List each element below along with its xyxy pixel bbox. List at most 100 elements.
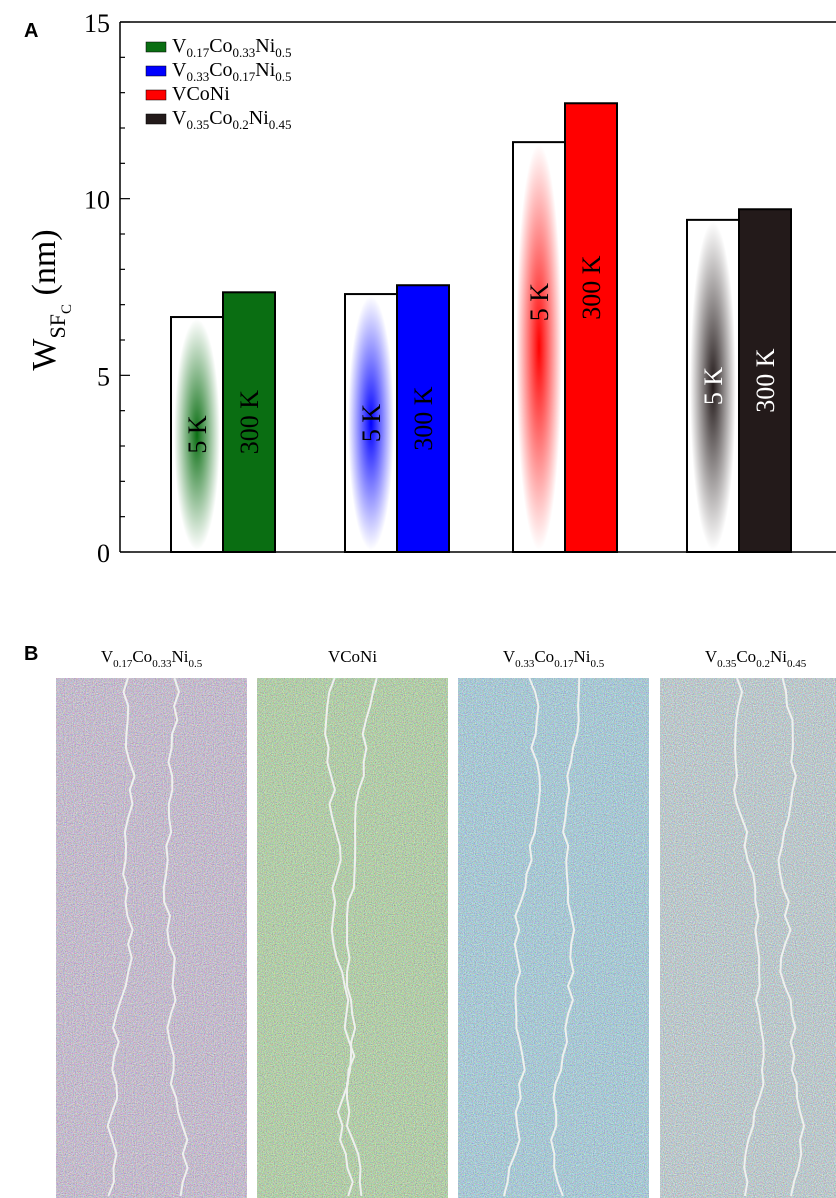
formula-part: Ni <box>249 107 269 129</box>
y-tick-label: 5 <box>97 362 110 391</box>
formula-part: V <box>172 107 187 129</box>
bar-5k-glow-v0-33co0-17ni0-5 <box>348 296 394 550</box>
map-title: V0.17Co0.33Ni0.5 <box>101 647 203 670</box>
formula-part: 0.33 <box>152 658 172 670</box>
bar-5k-glow-v0-35co0-2ni0-45 <box>690 221 736 551</box>
formula-part: 0.17 <box>554 658 574 670</box>
map-panel: V0.33Co0.17Ni0.5 <box>458 647 649 1198</box>
map-panel: VCoNi <box>257 647 448 1198</box>
y-axis-label: WSFC (nm) <box>26 229 75 370</box>
bar-label-5k: 5 K <box>525 283 554 322</box>
bar-5k-glow-v0-17co0-33ni0-5 <box>174 319 220 550</box>
formula-part: 0.5 <box>590 658 604 670</box>
partial-dislocation-left <box>733 677 765 1197</box>
y-tick-label: 10 <box>84 186 110 215</box>
y-label-main: W <box>26 338 63 371</box>
formula-part: V <box>172 59 187 81</box>
legend-label-v0-35co0-2ni0-45: V0.35Co0.2Ni0.45 <box>172 107 292 132</box>
atomic-map-green <box>257 678 448 1198</box>
panel-a-letter: A <box>24 20 38 42</box>
formula-part: VCoNi <box>172 83 230 105</box>
formula-part: 0.35 <box>186 117 209 132</box>
formula-part: V <box>503 647 516 666</box>
formula-part: 0.35 <box>717 658 737 670</box>
y-label-sub2: C <box>59 304 75 314</box>
bar-300k-v0-35co0-2ni0-45 <box>738 208 792 553</box>
formula-part: Co <box>736 647 756 666</box>
legend-label-vconi: VCoNi <box>172 83 230 105</box>
y-tick-label: 0 <box>97 539 110 568</box>
map-title: V0.35Co0.2Ni0.45 <box>705 647 807 670</box>
atomic-map-mixed <box>660 678 836 1198</box>
bar-label-300k: 300 K <box>751 348 780 413</box>
legend-label-v0-33co0-17ni0-5: V0.33Co0.17Ni0.5 <box>172 59 292 84</box>
formula-part: 0.5 <box>275 45 291 60</box>
formula-part: Ni <box>171 647 188 666</box>
y-axis-ticks: 0 5 10 15 <box>84 9 130 568</box>
y-label-sub1: SF <box>45 314 70 338</box>
formula-part: Co <box>534 647 554 666</box>
bar-label-300k: 300 K <box>409 386 438 451</box>
bar-label-5k: 5 K <box>699 367 728 406</box>
formula-part: 0.5 <box>275 69 291 84</box>
formula-part: V <box>172 35 187 57</box>
legend-label-v0-17co0-33ni0-5: V0.17Co0.33Ni0.5 <box>172 35 292 60</box>
bar-label-5k: 5 K <box>183 415 212 454</box>
legend-swatch-v0-33co0-17ni0-5 <box>145 65 167 77</box>
formula-part: 0.33 <box>186 69 209 84</box>
svg-text:WSFC (nm): WSFC (nm) <box>26 229 75 370</box>
bar-5k-glow-vconi <box>516 144 562 550</box>
panel-b-letter: B <box>24 643 38 665</box>
map-panel: V0.35Co0.2Ni0.45 <box>660 647 836 1198</box>
map-panel: V0.17Co0.33Ni0.5 <box>56 647 247 1198</box>
bar-label-300k: 300 K <box>235 390 264 455</box>
bar-300k-v0-17co0-33ni0-5 <box>222 291 276 553</box>
bar-label-5k: 5 K <box>357 404 386 443</box>
y-tick-label: 15 <box>84 9 110 38</box>
formula-part: 0.2 <box>233 117 249 132</box>
formula-part: Co <box>209 107 232 129</box>
partial-dislocation-right <box>777 677 806 1197</box>
dislocation-maps: V0.17Co0.33Ni0.5 VCoNi V0.33Co0.17Ni0.5 V0.… <box>56 647 836 1198</box>
legend-swatch-v0-17co0-33ni0-5 <box>145 41 167 53</box>
partial-dislocation-left <box>106 677 136 1197</box>
atomic-map-blue <box>458 678 649 1198</box>
formula-part: 0.17 <box>233 69 256 84</box>
legend-swatch-vconi <box>145 89 167 101</box>
y-label-unit: (nm) <box>26 229 63 304</box>
formula-part: V <box>705 647 718 666</box>
formula-part: Ni <box>573 647 590 666</box>
formula-part: 0.33 <box>233 45 256 60</box>
partial-dislocation-left <box>503 677 542 1197</box>
bars: 5 K 300 K 5 K 300 K 5 K 300 K 5 K 300 K <box>170 102 792 554</box>
partial-dislocation-right <box>550 677 581 1197</box>
formula-part: 0.5 <box>188 658 202 670</box>
atomic-map-purple <box>56 678 247 1198</box>
bar-300k-v0-33co0-17ni0-5 <box>396 284 450 553</box>
formula-part: 0.17 <box>113 658 133 670</box>
bar-label-300k: 300 K <box>577 255 606 320</box>
formula-part: Ni <box>255 35 275 57</box>
legend: V0.17Co0.33Ni0.5V0.33Co0.17Ni0.5VCoNiV0.… <box>145 35 292 132</box>
formula-part: Co <box>209 59 232 81</box>
partial-dislocation-right <box>162 677 189 1197</box>
map-title: V0.33Co0.17Ni0.5 <box>503 647 605 670</box>
formula-part: Ni <box>770 647 787 666</box>
partial-dislocation-left <box>324 677 356 1197</box>
formula-part: 0.45 <box>787 658 807 670</box>
legend-swatch-v0-35co0-2ni0-45 <box>145 113 167 125</box>
formula-part: Co <box>132 647 152 666</box>
partial-dislocation-right <box>345 677 378 1197</box>
formula-part: Ni <box>255 59 275 81</box>
map-title: VCoNi <box>328 647 377 666</box>
formula-part: 0.33 <box>515 658 535 670</box>
formula-part: VCoNi <box>328 647 377 666</box>
formula-part: 0.2 <box>756 658 770 670</box>
formula-part: 0.45 <box>269 117 292 132</box>
formula-part: V <box>101 647 114 666</box>
formula-part: Co <box>209 35 232 57</box>
formula-part: 0.17 <box>186 45 209 60</box>
bar-300k-vconi <box>564 102 618 554</box>
